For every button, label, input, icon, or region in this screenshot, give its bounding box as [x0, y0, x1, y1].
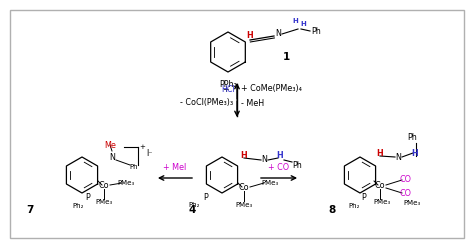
Text: PMe₃: PMe₃	[403, 200, 420, 206]
Text: H: H	[241, 151, 247, 159]
Text: 4: 4	[188, 205, 196, 215]
Text: Ph: Ph	[130, 164, 138, 170]
Text: CO: CO	[400, 176, 412, 185]
Text: H: H	[300, 21, 306, 27]
Text: + MeI: + MeI	[164, 163, 187, 173]
Text: Co: Co	[374, 181, 385, 189]
Text: - CoCl(PMe₃)₃: - CoCl(PMe₃)₃	[180, 98, 233, 107]
Text: P: P	[362, 193, 366, 203]
Text: Ph: Ph	[407, 132, 417, 142]
Text: PMe₃: PMe₃	[262, 180, 279, 186]
Text: CO: CO	[400, 188, 412, 197]
Text: N: N	[109, 153, 115, 161]
Text: 8: 8	[328, 205, 336, 215]
Text: N: N	[275, 30, 281, 38]
Text: + CoMe(PMe₃)₄: + CoMe(PMe₃)₄	[241, 84, 302, 93]
Text: Ph: Ph	[311, 27, 321, 35]
Text: I⁻: I⁻	[147, 149, 153, 157]
Text: Ph₂: Ph₂	[72, 203, 84, 209]
Text: H: H	[292, 18, 298, 24]
Text: Ph₂: Ph₂	[188, 202, 200, 208]
Text: P: P	[204, 193, 209, 203]
Text: N: N	[261, 155, 267, 164]
Text: H: H	[277, 151, 283, 159]
Text: PMe₃: PMe₃	[95, 199, 112, 205]
Text: H: H	[246, 31, 254, 40]
Text: H: H	[411, 149, 419, 157]
Text: P: P	[86, 193, 91, 203]
Text: PMe₃: PMe₃	[236, 202, 253, 208]
Text: + CO: + CO	[268, 163, 290, 173]
Text: Ph₂: Ph₂	[348, 203, 360, 209]
Text: PPh₂: PPh₂	[219, 80, 237, 89]
Text: HCl: HCl	[221, 86, 235, 94]
Text: PMe₃: PMe₃	[118, 180, 135, 186]
Text: N: N	[395, 153, 401, 161]
Text: +: +	[223, 86, 232, 94]
Text: - MeH: - MeH	[241, 98, 264, 107]
Text: +: +	[139, 144, 145, 150]
Text: 7: 7	[27, 205, 34, 215]
Text: Co: Co	[99, 181, 109, 189]
Text: PMe₃: PMe₃	[374, 199, 391, 205]
Text: Ph: Ph	[292, 160, 302, 169]
Text: 1: 1	[283, 52, 290, 62]
Text: Co: Co	[239, 183, 249, 191]
Text: H: H	[377, 149, 383, 157]
Text: Me: Me	[104, 141, 116, 150]
